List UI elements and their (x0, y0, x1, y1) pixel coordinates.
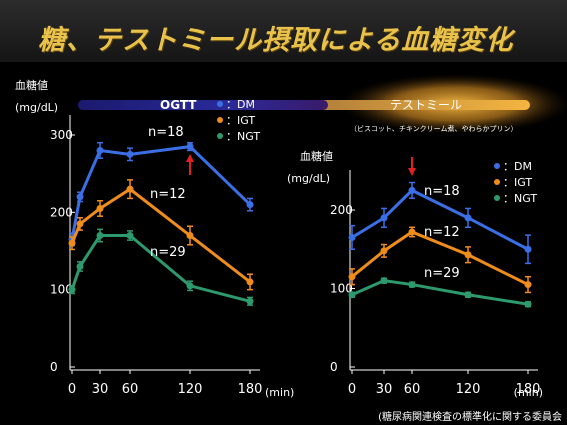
y-axis-unit: (mg/dL) (287, 172, 330, 185)
data-point-ngt (76, 262, 84, 270)
x-tick-label: 120 (456, 382, 481, 397)
chart-testmeal: 血糖値 (mg/dL) 0 100 200 0 30 60 120 180(min) n=18 ：DM… (287, 149, 543, 399)
legend-marker-dm (494, 163, 500, 169)
y-tick-label: 100 (50, 283, 73, 297)
testmeal-subtitle: （ビスコット、チキンクリーム煮、やわらかプリン） (350, 124, 517, 133)
data-point-ngt (246, 297, 254, 305)
n-label-dm: n=18 (424, 184, 460, 199)
ogtt-banner (78, 100, 328, 110)
series-line-ngt (70, 234, 251, 303)
data-point-ngt (186, 282, 194, 290)
series-line-dm (351, 188, 529, 251)
data-point-igt (186, 232, 194, 240)
data-point-igt (76, 220, 84, 228)
x-tick-label: 30 (92, 382, 109, 397)
y-axis-unit: (mg/dL) (15, 101, 58, 114)
data-point-ngt (126, 232, 134, 240)
ogtt-title: OGTT (160, 98, 197, 112)
data-point-igt (246, 278, 254, 286)
x-axis-unit: (min) (514, 386, 543, 399)
testmeal-title: テストミール (390, 98, 462, 112)
y-tick-label: 0 (330, 360, 338, 374)
data-point-dm (126, 150, 134, 158)
data-point-igt (380, 247, 388, 255)
y-axis-label: 血糖値 (15, 78, 48, 92)
data-point-ngt (408, 281, 416, 289)
data-point-dm (524, 245, 532, 253)
x-tick-label: 0 (348, 382, 356, 397)
x-tick-label: 30 (376, 382, 393, 397)
y-axis-label: 血糖値 (300, 149, 333, 163)
series-line-ngt (351, 279, 529, 306)
y-tick-label: 300 (50, 128, 73, 142)
data-point-ngt (348, 291, 356, 299)
x-tick-label: 120 (178, 382, 203, 397)
legend-label-igt: ：IGT (503, 176, 532, 189)
data-point-dm (76, 193, 84, 201)
y-tick-label: 100 (330, 282, 353, 296)
data-point-dm (186, 143, 194, 151)
x-tick-label: 60 (122, 382, 139, 397)
legend-marker-ngt (494, 195, 500, 201)
y-tick-label: 200 (330, 203, 353, 217)
x-tick-label: 60 (404, 382, 421, 397)
data-point-dm (408, 186, 416, 194)
data-point-igt (408, 228, 416, 236)
x-axis-unit: (min) (265, 386, 294, 399)
legend-label-ngt: ：NGT (503, 192, 537, 205)
n-label-igt: n=12 (424, 225, 460, 240)
legend-label-igt: ：IGT (226, 114, 255, 127)
data-point-dm (246, 201, 254, 209)
peak-arrow-head (408, 168, 416, 176)
legend-marker-igt (217, 117, 223, 123)
n-label-igt: n=12 (150, 187, 186, 202)
source-note: (糖尿病関連検査の標準化に関する委員会 (378, 410, 562, 423)
legend-label-dm: ：DM (503, 160, 532, 173)
data-point-ngt (96, 232, 104, 240)
x-tick-label: 180 (238, 382, 263, 397)
series-line-dm (70, 145, 252, 240)
page-title: 糖、テストミール摂取による血糖変化 (38, 25, 514, 56)
data-point-dm (348, 233, 356, 241)
data-point-igt (68, 239, 76, 247)
peak-arrow-head (186, 154, 194, 162)
data-point-ngt (380, 277, 388, 285)
data-point-dm (96, 146, 104, 154)
data-point-ngt (68, 286, 76, 294)
n-label-ngt: n=29 (424, 266, 460, 281)
data-point-dm (380, 214, 388, 222)
n-label-dm: n=18 (148, 125, 184, 140)
legend-marker-igt (494, 179, 500, 185)
legend-label-dm: ：DM (226, 98, 255, 111)
data-point-ngt (524, 300, 532, 308)
legend-marker-dm (217, 101, 223, 107)
data-point-igt (464, 251, 472, 259)
x-tick-label: 0 (68, 382, 76, 397)
title-banner (0, 0, 567, 62)
data-point-igt (348, 273, 356, 281)
x-tick-label: 180 (516, 382, 541, 397)
data-point-igt (126, 185, 134, 193)
data-point-igt (524, 281, 532, 289)
data-point-ngt (464, 291, 472, 299)
data-point-igt (96, 204, 104, 212)
legend-label-ngt: ：NGT (226, 130, 260, 143)
legend-marker-ngt (217, 133, 223, 139)
n-label-ngt: n=29 (150, 245, 186, 260)
data-point-dm (464, 214, 472, 222)
chart-ogtt: 血糖値 (mg/dL) 0 100 200 300 0 30 60 120 180 (min) n=18… (15, 78, 294, 399)
y-tick-label: 0 (50, 360, 58, 374)
y-tick-label: 200 (50, 205, 73, 219)
